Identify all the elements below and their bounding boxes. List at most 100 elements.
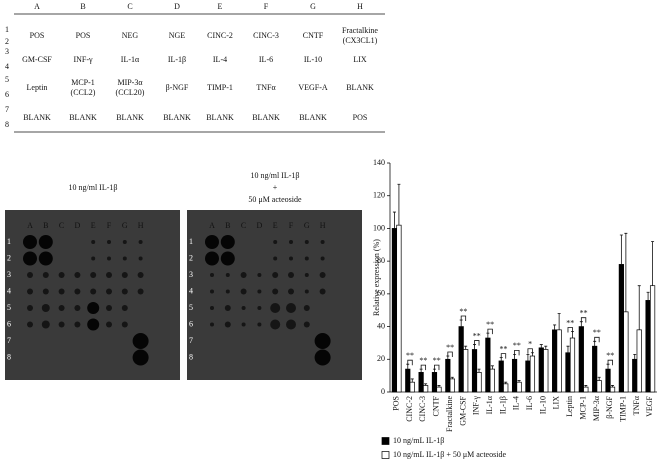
blot-spot <box>23 251 37 266</box>
error-bar <box>410 378 414 383</box>
row-number: 1 <box>5 25 9 34</box>
x-tick-label: IL-1α <box>485 395 494 414</box>
blot-spot <box>41 304 50 312</box>
blot-spot <box>90 272 97 278</box>
blot-row: 6 <box>7 319 11 328</box>
blot-spot <box>303 321 310 328</box>
error-bar <box>619 234 623 265</box>
blot-spot <box>38 251 53 266</box>
blot-spot <box>273 256 278 261</box>
blot-spot <box>137 288 144 295</box>
blot-spot <box>58 321 65 328</box>
blot-spot <box>138 256 143 261</box>
blot-spot <box>106 321 112 328</box>
significance-bracket <box>580 317 587 323</box>
blot-row: 3 <box>189 270 193 279</box>
bar <box>632 358 638 393</box>
blot-spot <box>27 321 33 328</box>
column-header: C <box>127 2 132 11</box>
blot-spot <box>240 288 247 295</box>
significance-label: ** <box>566 318 574 327</box>
blot-spot <box>74 288 81 295</box>
bar <box>405 368 411 393</box>
row-number: 5 <box>5 75 9 84</box>
bar <box>556 329 562 393</box>
blot-row: 3 <box>7 270 11 279</box>
blot-spot <box>286 319 296 330</box>
table-cell: TNFα <box>256 83 276 92</box>
blot-spot <box>286 303 296 313</box>
blot-spot <box>289 256 293 261</box>
blot-row: 5 <box>189 303 193 312</box>
x-tick-label: IL-1β <box>498 396 507 414</box>
significance-bracket <box>407 359 413 366</box>
significance-label: ** <box>446 343 454 352</box>
bar <box>503 383 509 393</box>
x-tick-label: Fractalkine <box>445 396 454 432</box>
error-bar <box>557 313 561 330</box>
y-tick-label: 120 <box>373 191 385 200</box>
blot-spot <box>107 240 111 244</box>
y-axis-label: Relative expression (%) <box>372 239 381 316</box>
bar <box>458 326 464 393</box>
y-tick-label: 40 <box>377 321 385 330</box>
error-bar <box>490 365 494 370</box>
blot-spot <box>288 288 294 295</box>
x-tick-label: MCP-1 <box>578 396 587 420</box>
table-cell: CINC-2 <box>207 31 233 40</box>
blot-spot <box>27 272 33 278</box>
blot-column: D <box>257 221 263 230</box>
blot-row: 4 <box>189 286 193 295</box>
significance-bracket <box>607 359 613 366</box>
row-number: 4 <box>5 62 9 71</box>
legend-label: 10 ng/mL IL-1β + 50 μM acteoside <box>393 450 506 459</box>
table-cell: BLANK <box>206 113 234 122</box>
bar <box>565 352 571 393</box>
blot-spot <box>225 289 230 294</box>
blot-spot <box>106 272 112 278</box>
y-tick-label: 140 <box>373 158 385 167</box>
row-number: 7 <box>5 105 9 114</box>
bar <box>645 300 651 393</box>
bar <box>583 386 589 393</box>
legend-label: 10 ng/mL IL-1β <box>393 436 444 445</box>
table-cell: BLANK <box>252 113 280 122</box>
bar <box>409 381 415 393</box>
bar <box>485 337 491 393</box>
table-cell: β-NGF <box>166 83 189 92</box>
blot-spot <box>122 256 127 261</box>
blot-title: + <box>273 183 278 192</box>
table-cell: INF-γ <box>73 55 93 64</box>
blot-spot <box>288 272 294 278</box>
blot-spot <box>210 306 214 310</box>
significance-bracket <box>434 364 440 371</box>
bar <box>596 380 602 393</box>
x-tick-label: β-NGF <box>605 395 614 418</box>
error-bar <box>504 381 508 384</box>
x-tick-label: Leptin <box>565 396 574 417</box>
blot-spot <box>289 240 293 244</box>
table-cell: POS <box>76 31 91 40</box>
blot-column: C <box>59 221 64 230</box>
error-bar <box>584 385 588 388</box>
blot-spot <box>121 272 128 278</box>
blot-column: C <box>241 221 246 230</box>
blot-spot <box>42 272 49 278</box>
table-cell: BLANK <box>116 113 144 122</box>
bar <box>489 368 495 393</box>
table-cell: IL-1α <box>121 55 140 64</box>
bar <box>449 378 455 393</box>
significance-bracket <box>514 349 520 356</box>
blot-spot <box>121 321 128 328</box>
significance-label: ** <box>459 307 467 316</box>
x-tick-label: IL-4 <box>512 396 521 410</box>
blot-spot <box>240 272 247 278</box>
blot-spot <box>138 240 143 244</box>
error-bar <box>539 344 543 348</box>
bar <box>431 372 438 393</box>
blot-row: 7 <box>7 336 11 345</box>
row-number: 3 <box>5 47 9 56</box>
table-cell: Fractalkine (CX3CL1) <box>342 26 378 45</box>
bar <box>592 345 598 393</box>
bar <box>391 228 398 393</box>
